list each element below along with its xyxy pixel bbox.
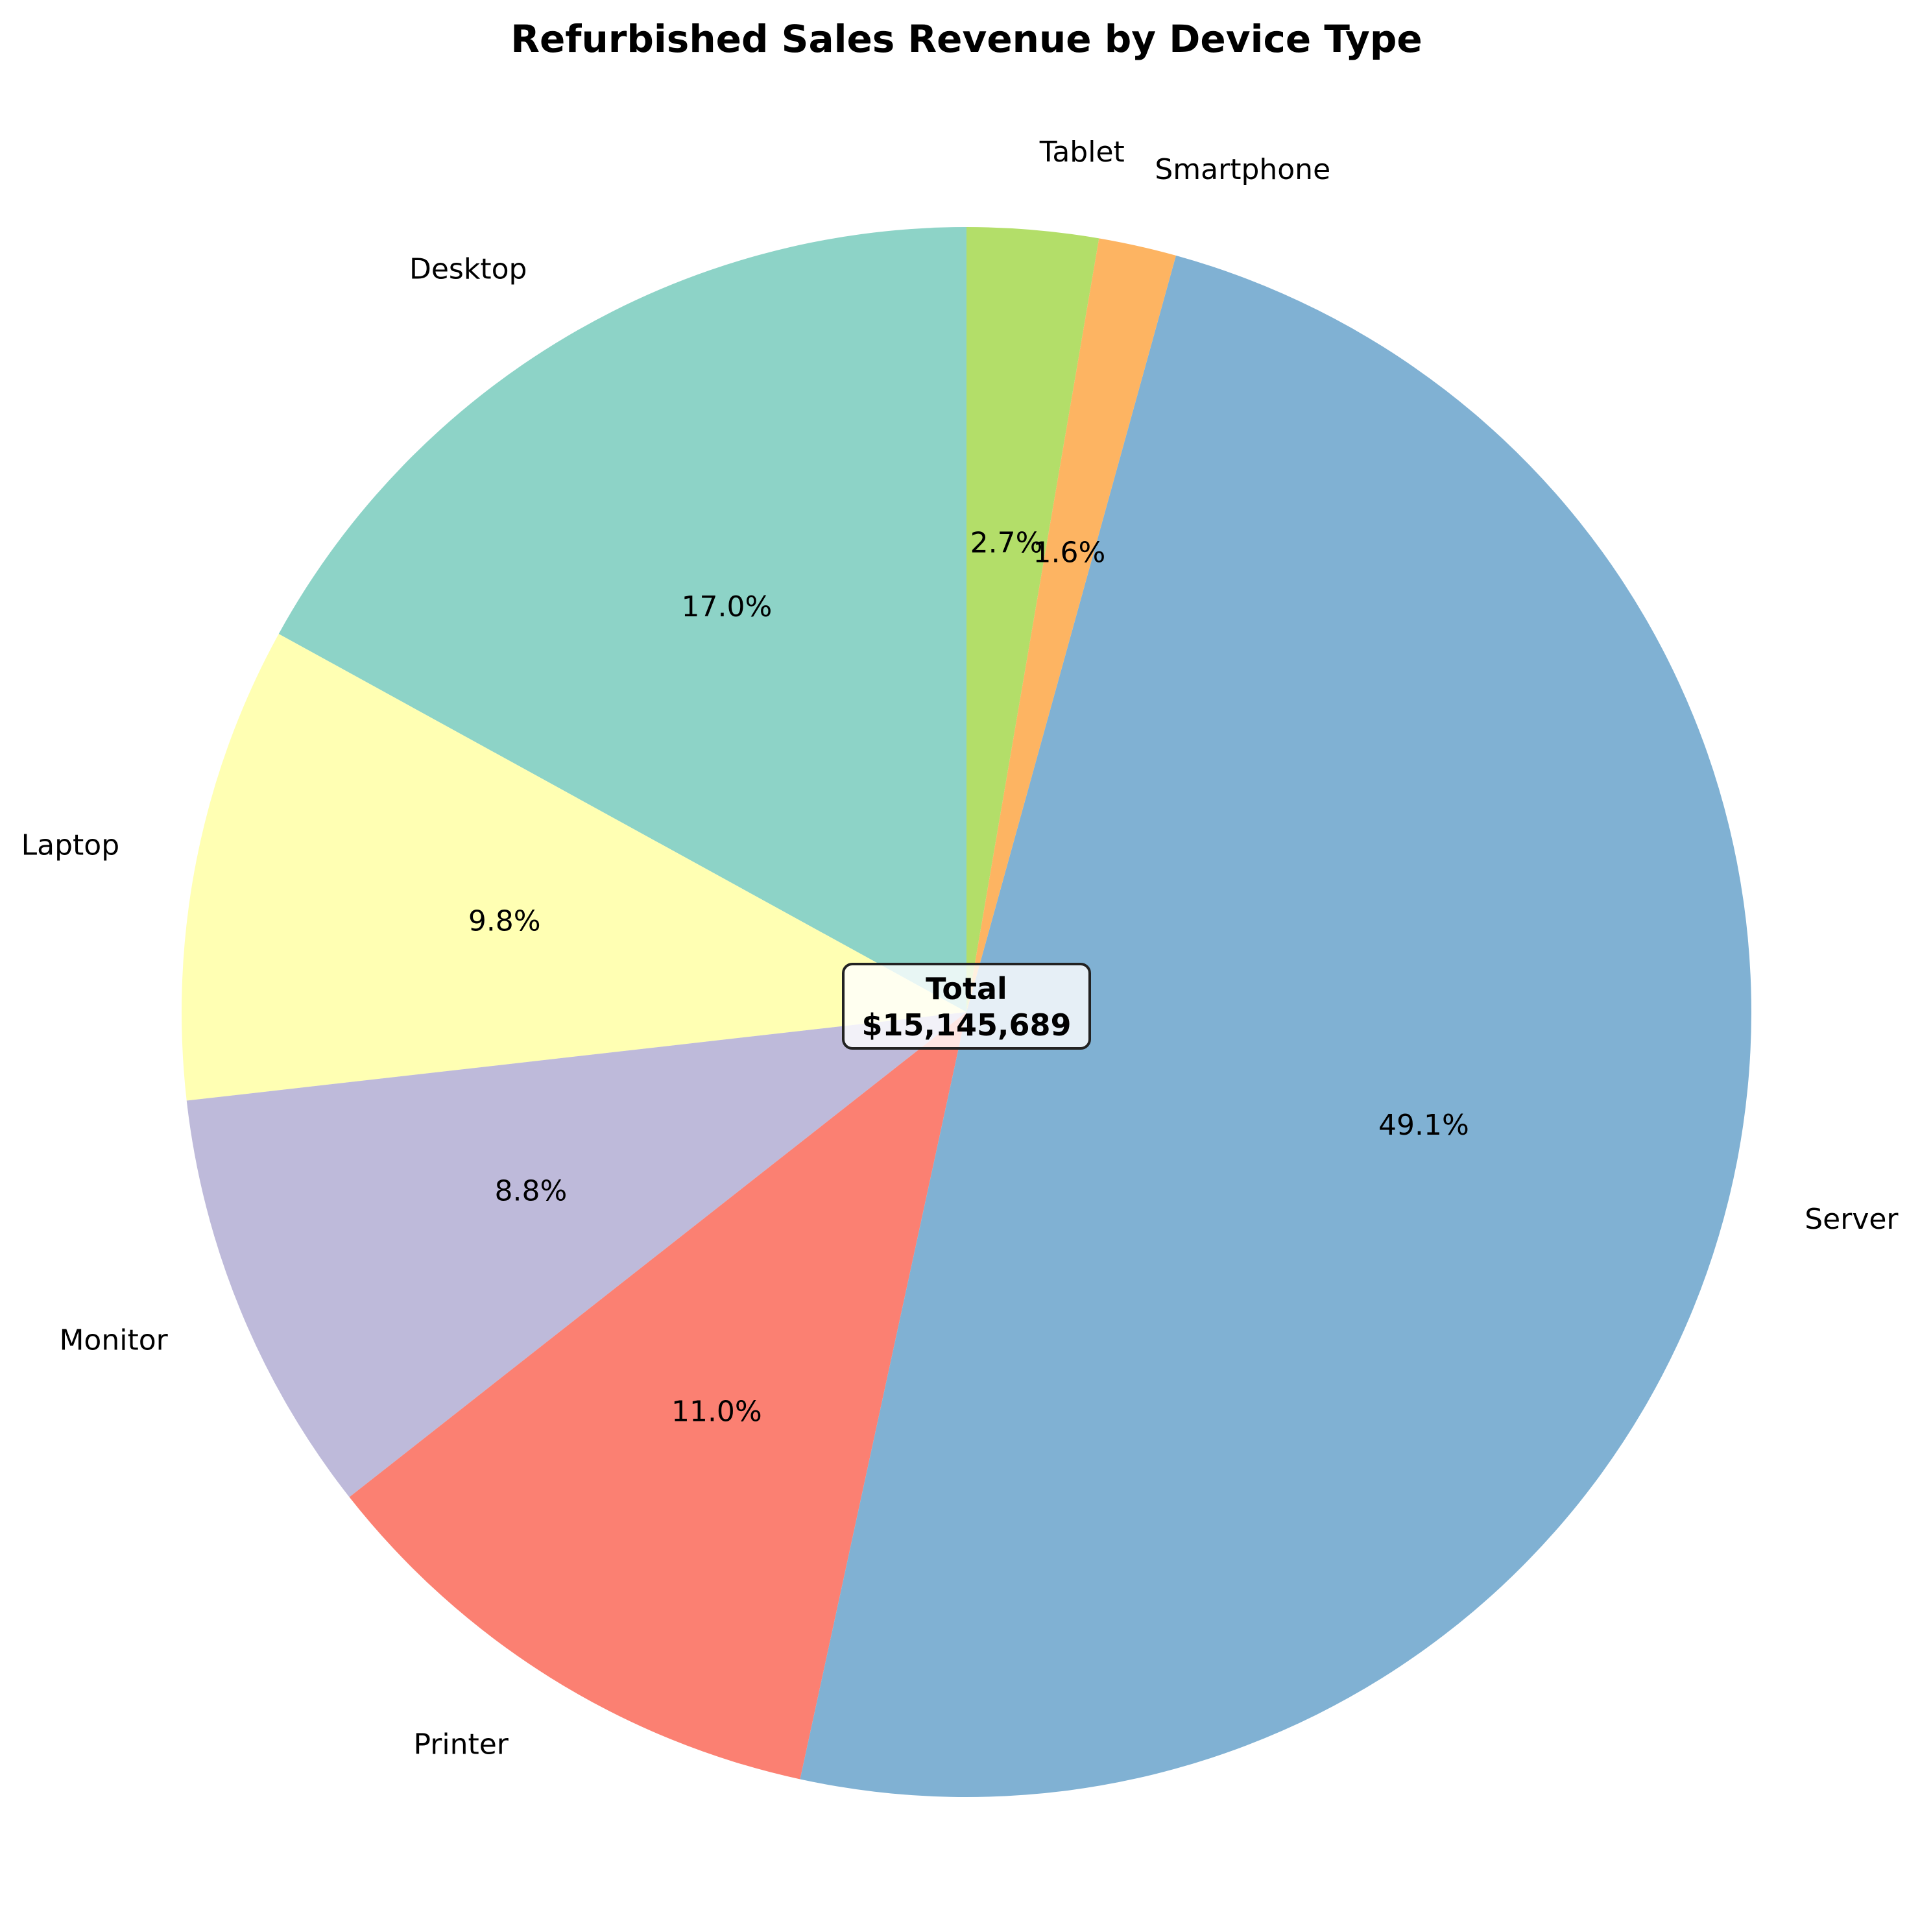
slice-label-laptop: Laptop (21, 828, 120, 862)
slice-label-printer: Printer (414, 1728, 509, 1761)
pie-slice-server (800, 255, 1751, 1797)
pie-slice-printer (349, 1012, 966, 1780)
slice-label-desktop: Desktop (409, 252, 527, 285)
slice-percent-desktop: 17.0% (682, 590, 773, 623)
total-value: $15,145,689 (861, 1008, 1071, 1043)
slice-percent-tablet: 2.7% (970, 527, 1043, 560)
slice-percent-laptop: 9.8% (468, 904, 541, 937)
total-box: Total $15,145,689 (842, 963, 1091, 1050)
slice-label-smartphone: Smartphone (1155, 153, 1330, 186)
slice-percent-printer: 11.0% (671, 1395, 762, 1428)
pie-slice-desktop (278, 227, 966, 1012)
pie-slice-laptop (182, 634, 967, 1101)
pie-slices (182, 227, 1751, 1797)
pie-slice-tablet (966, 227, 1099, 1012)
slice-label-server: Server (1805, 1203, 1899, 1236)
slice-percent-smartphone: 1.6% (1033, 536, 1105, 569)
slice-label-monitor: Monitor (59, 1323, 168, 1357)
slice-percent-monitor: 8.8% (494, 1175, 567, 1208)
pie-slice-monitor (186, 1012, 966, 1497)
total-label: Total (926, 971, 1007, 1006)
slice-label-tablet: Tablet (1039, 136, 1125, 169)
total-box-background (842, 963, 1091, 1050)
chart-title: Refurbished Sales Revenue by Device Type (510, 17, 1422, 61)
pie-labels: Desktop 17.0% Laptop 9.8% Monitor 8.8% Printer… (21, 136, 1899, 1761)
slice-percent-server: 49.1% (1378, 1109, 1469, 1142)
pie-slice-smartphone (966, 238, 1176, 1013)
